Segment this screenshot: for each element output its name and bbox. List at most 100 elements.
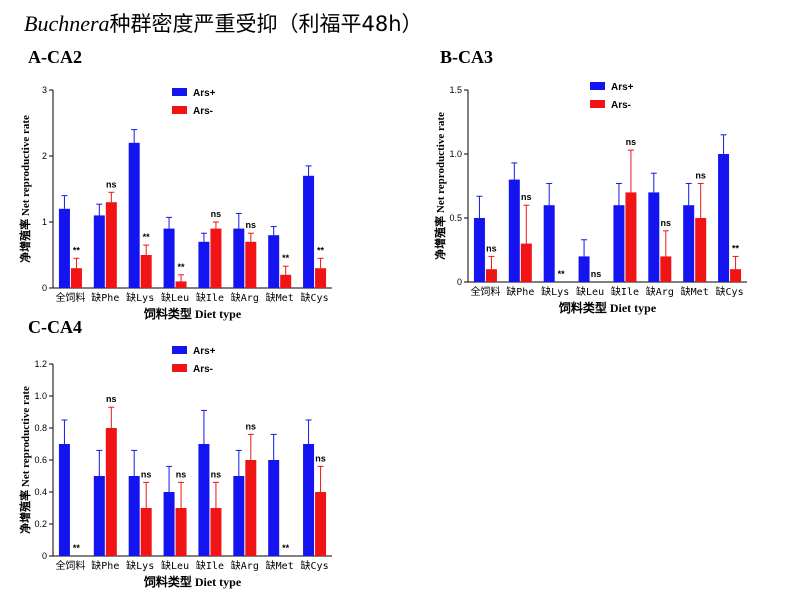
y-tick-label: 0	[42, 551, 47, 561]
bar-ars-plus	[58, 444, 70, 556]
x-tick-label: 全饲料	[470, 285, 500, 298]
bar-ars-minus	[175, 281, 187, 288]
title-rest: 种群密度严重受抑（利福平48h）	[109, 12, 423, 36]
bar-ars-plus	[578, 256, 590, 282]
x-tick-label: 缺Ile	[196, 291, 224, 304]
significance-label: ns	[315, 453, 326, 463]
bar-ars-minus	[280, 274, 292, 288]
y-tick-label: 2	[42, 151, 47, 161]
bar-ars-plus	[683, 205, 695, 282]
x-tick-label: 缺Phe	[91, 291, 119, 304]
bar-ars-plus	[473, 218, 485, 282]
bar-ars-minus	[140, 255, 152, 288]
legend-swatch	[172, 88, 187, 96]
y-tick-label: 0	[42, 283, 47, 293]
significance-label: **	[282, 543, 290, 553]
significance-label: **	[73, 245, 81, 255]
x-tick-label: 缺Lys	[126, 291, 154, 304]
bar-ars-plus	[543, 205, 555, 282]
bar-ars-plus	[268, 235, 280, 288]
legend-swatch	[590, 82, 605, 90]
x-axis-label: 饲料类型 Diet type	[558, 300, 657, 315]
x-tick-label: 缺Ile	[196, 559, 224, 572]
bar-ars-plus	[718, 154, 730, 282]
bar-ars-minus	[660, 256, 672, 282]
bar-ars-plus	[58, 208, 70, 288]
chart-b-ca3: B-CA3 0 0.5 1.0 1.5 净增殖率 Net reproductive rat…	[433, 47, 747, 315]
bar-ars-plus	[93, 476, 105, 556]
y-tick-label: 1.2	[34, 359, 47, 369]
legend-label: Ars-	[193, 364, 213, 375]
y-tick-label: 1.5	[449, 85, 462, 95]
x-tick-label: 缺Cys	[301, 559, 329, 572]
slide-title: Buchnera种群密度严重受抑（利福平48h）	[24, 8, 423, 38]
y-tick-label: 1	[42, 217, 47, 227]
significance-label: ns	[246, 421, 257, 431]
x-tick-label: 缺Met	[266, 291, 294, 304]
y-tick-label: 0.5	[449, 213, 462, 223]
significance-label: **	[732, 243, 740, 253]
y-tick-label: 0.4	[34, 487, 47, 497]
bar-ars-minus	[245, 460, 257, 556]
legend-label: Ars-	[611, 100, 631, 111]
bar-ars-minus	[695, 218, 707, 282]
significance-label: ns	[521, 192, 532, 202]
chart-a-ca2: A-CA2 0 1 2 3 净增殖率 Net reproductive rate ** 全饲料…	[18, 47, 332, 321]
bar-ars-minus	[70, 268, 82, 288]
significance-label: **	[282, 253, 290, 263]
x-tick-label: 全饲料	[55, 291, 85, 304]
bar-ars-minus	[520, 243, 532, 282]
significance-label: ns	[246, 220, 257, 230]
bar-ars-minus	[485, 269, 497, 282]
x-tick-label: 缺Leu	[576, 285, 604, 298]
bar-ars-minus	[625, 192, 637, 282]
legend-label: Ars+	[193, 346, 216, 357]
bar-ars-minus	[175, 508, 187, 556]
x-tick-label: 缺Leu	[161, 291, 189, 304]
y-axis-label: 净增殖率 Net reproductive rate	[18, 115, 32, 263]
significance-label: ns	[211, 469, 222, 479]
significance-label: **	[178, 262, 186, 272]
x-tick-label: 缺Ile	[611, 285, 639, 298]
y-tick-label: 0.6	[34, 455, 47, 465]
x-tick-label: 缺Lys	[126, 559, 154, 572]
chart-c-ca4: C-CA4 0 0.2 0.4 0.6 0.8 1.0 1.2 净增殖率 Net reprodu…	[18, 317, 332, 589]
bar-ars-plus	[303, 444, 315, 556]
significance-label: ns	[591, 269, 602, 279]
bar-ars-minus	[210, 508, 222, 556]
bar-ars-plus	[198, 444, 210, 556]
bar-ars-plus	[128, 476, 140, 556]
x-tick-label: 缺Met	[681, 285, 709, 298]
legend-swatch	[172, 106, 187, 114]
bar-ars-minus	[315, 492, 327, 556]
significance-label: ns	[486, 243, 497, 253]
bar-ars-plus	[128, 142, 140, 288]
bar-ars-plus	[163, 228, 175, 288]
x-tick-label: 缺Lys	[541, 285, 569, 298]
panel-label: B-CA3	[440, 47, 493, 67]
bar-ars-plus	[163, 492, 175, 556]
x-tick-label: 缺Cys	[301, 291, 329, 304]
x-tick-label: 缺Leu	[161, 559, 189, 572]
y-axis-label: 净增殖率 Net reproductive rate	[433, 112, 447, 260]
x-axis-label: 饲料类型 Diet type	[143, 306, 242, 321]
bar-ars-plus	[613, 205, 625, 282]
x-tick-label: 缺Phe	[506, 285, 534, 298]
bar-ars-minus	[730, 269, 742, 282]
y-tick-label: 1.0	[34, 391, 47, 401]
significance-label: **	[317, 245, 325, 255]
significance-label: ns	[211, 209, 222, 219]
significance-label: ns	[176, 469, 187, 479]
bar-ars-plus	[508, 179, 520, 282]
legend-swatch	[590, 100, 605, 108]
x-tick-label: 缺Phe	[91, 559, 119, 572]
legend-swatch	[172, 346, 187, 354]
bar-ars-plus	[648, 192, 660, 282]
bar-ars-plus	[198, 241, 210, 288]
bar-ars-minus	[105, 428, 117, 556]
significance-label: ns	[141, 469, 152, 479]
bar-ars-plus	[233, 228, 245, 288]
bar-ars-minus	[140, 508, 152, 556]
y-tick-label: 0	[457, 277, 462, 287]
legend-label: Ars+	[193, 88, 216, 99]
